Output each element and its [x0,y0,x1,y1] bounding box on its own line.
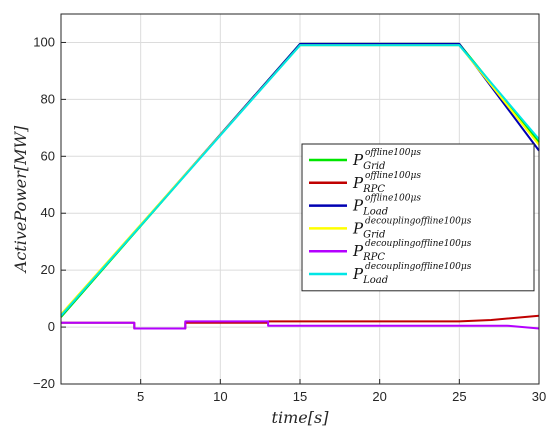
y-axis-label: ActivePower[MW] [11,125,30,274]
x-tick-label: 20 [372,389,386,404]
legend-entry: PGriddecouplingoffline100μs [352,216,472,240]
legend-entry: PRPCoffline100μs [352,171,421,195]
y-tick-label: 60 [41,148,55,163]
y-tick-label: 80 [41,91,55,106]
legend-entry: PLoaddecouplingoffline100μs [352,262,472,286]
x-tick-label: 30 [532,389,546,404]
y-tick-label: 0 [48,319,55,334]
legend: PGridoffline100μsPRPCoffline100μsPLoadof… [301,143,535,292]
x-tick-label: 25 [452,389,466,404]
y-tick-label: −20 [33,376,55,391]
legend-entry: PRPCdecouplingoffline100μs [352,239,472,263]
y-tick-label: 20 [41,262,55,277]
series-line [61,320,540,330]
legend-box [301,143,535,292]
x-tick-label: 15 [293,389,307,404]
legend-entry: PLoadoffline100μs [352,194,421,218]
x-tick-label: 5 [137,389,144,404]
x-axis-label: time[s] [272,408,330,427]
y-tick-label: 40 [41,205,55,220]
ticks: 5 10 15 20 25 30 −20 0 20 40 60 80 100 [33,34,546,404]
series-line [60,44,540,317]
series-layer [60,42,540,330]
x-tick-label: 10 [213,389,227,404]
legend-entry: PGridoffline100μs [352,148,421,172]
y-tick-label: 100 [33,34,55,49]
